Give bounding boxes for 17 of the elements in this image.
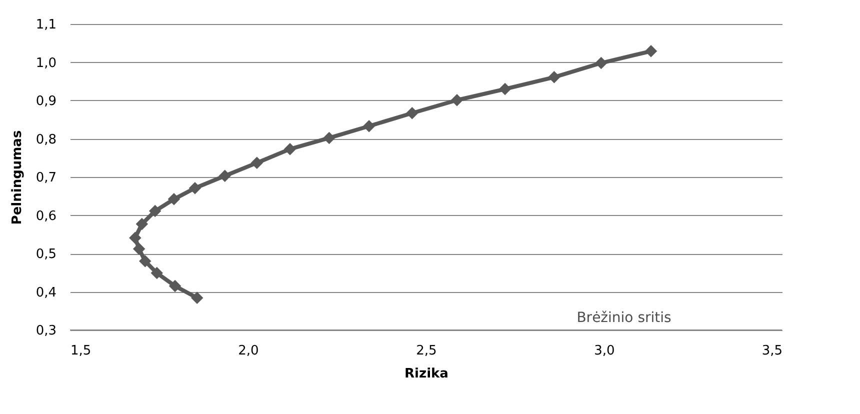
x-tick-label: 3,5 (762, 344, 782, 358)
y-tick-label: 0,8 (36, 132, 56, 148)
x-axis-title: Rizika (404, 366, 448, 382)
x-tick-label: 3,0 (594, 344, 615, 358)
annotation: Brėžinio sritis (576, 310, 672, 326)
y-tick-label: 0,7 (36, 170, 56, 186)
y-tick-label: 0,3 (36, 324, 56, 338)
y-tick-label: 0,5 (36, 247, 56, 262)
x-tick-label: 2,0 (238, 344, 259, 358)
y-tick-label: 0,6 (36, 208, 56, 224)
x-tick-label: 1,5 (70, 344, 92, 358)
y-tick-label: 0,9 (36, 94, 56, 109)
y-tick-label: 1,0 (36, 56, 56, 71)
y-tick-label: 0,4 (36, 285, 56, 300)
y-axis-title: Pelningumas (10, 130, 25, 225)
x-tick-label: 2,5 (416, 344, 437, 358)
y-tick-label: 1,1 (36, 18, 56, 32)
